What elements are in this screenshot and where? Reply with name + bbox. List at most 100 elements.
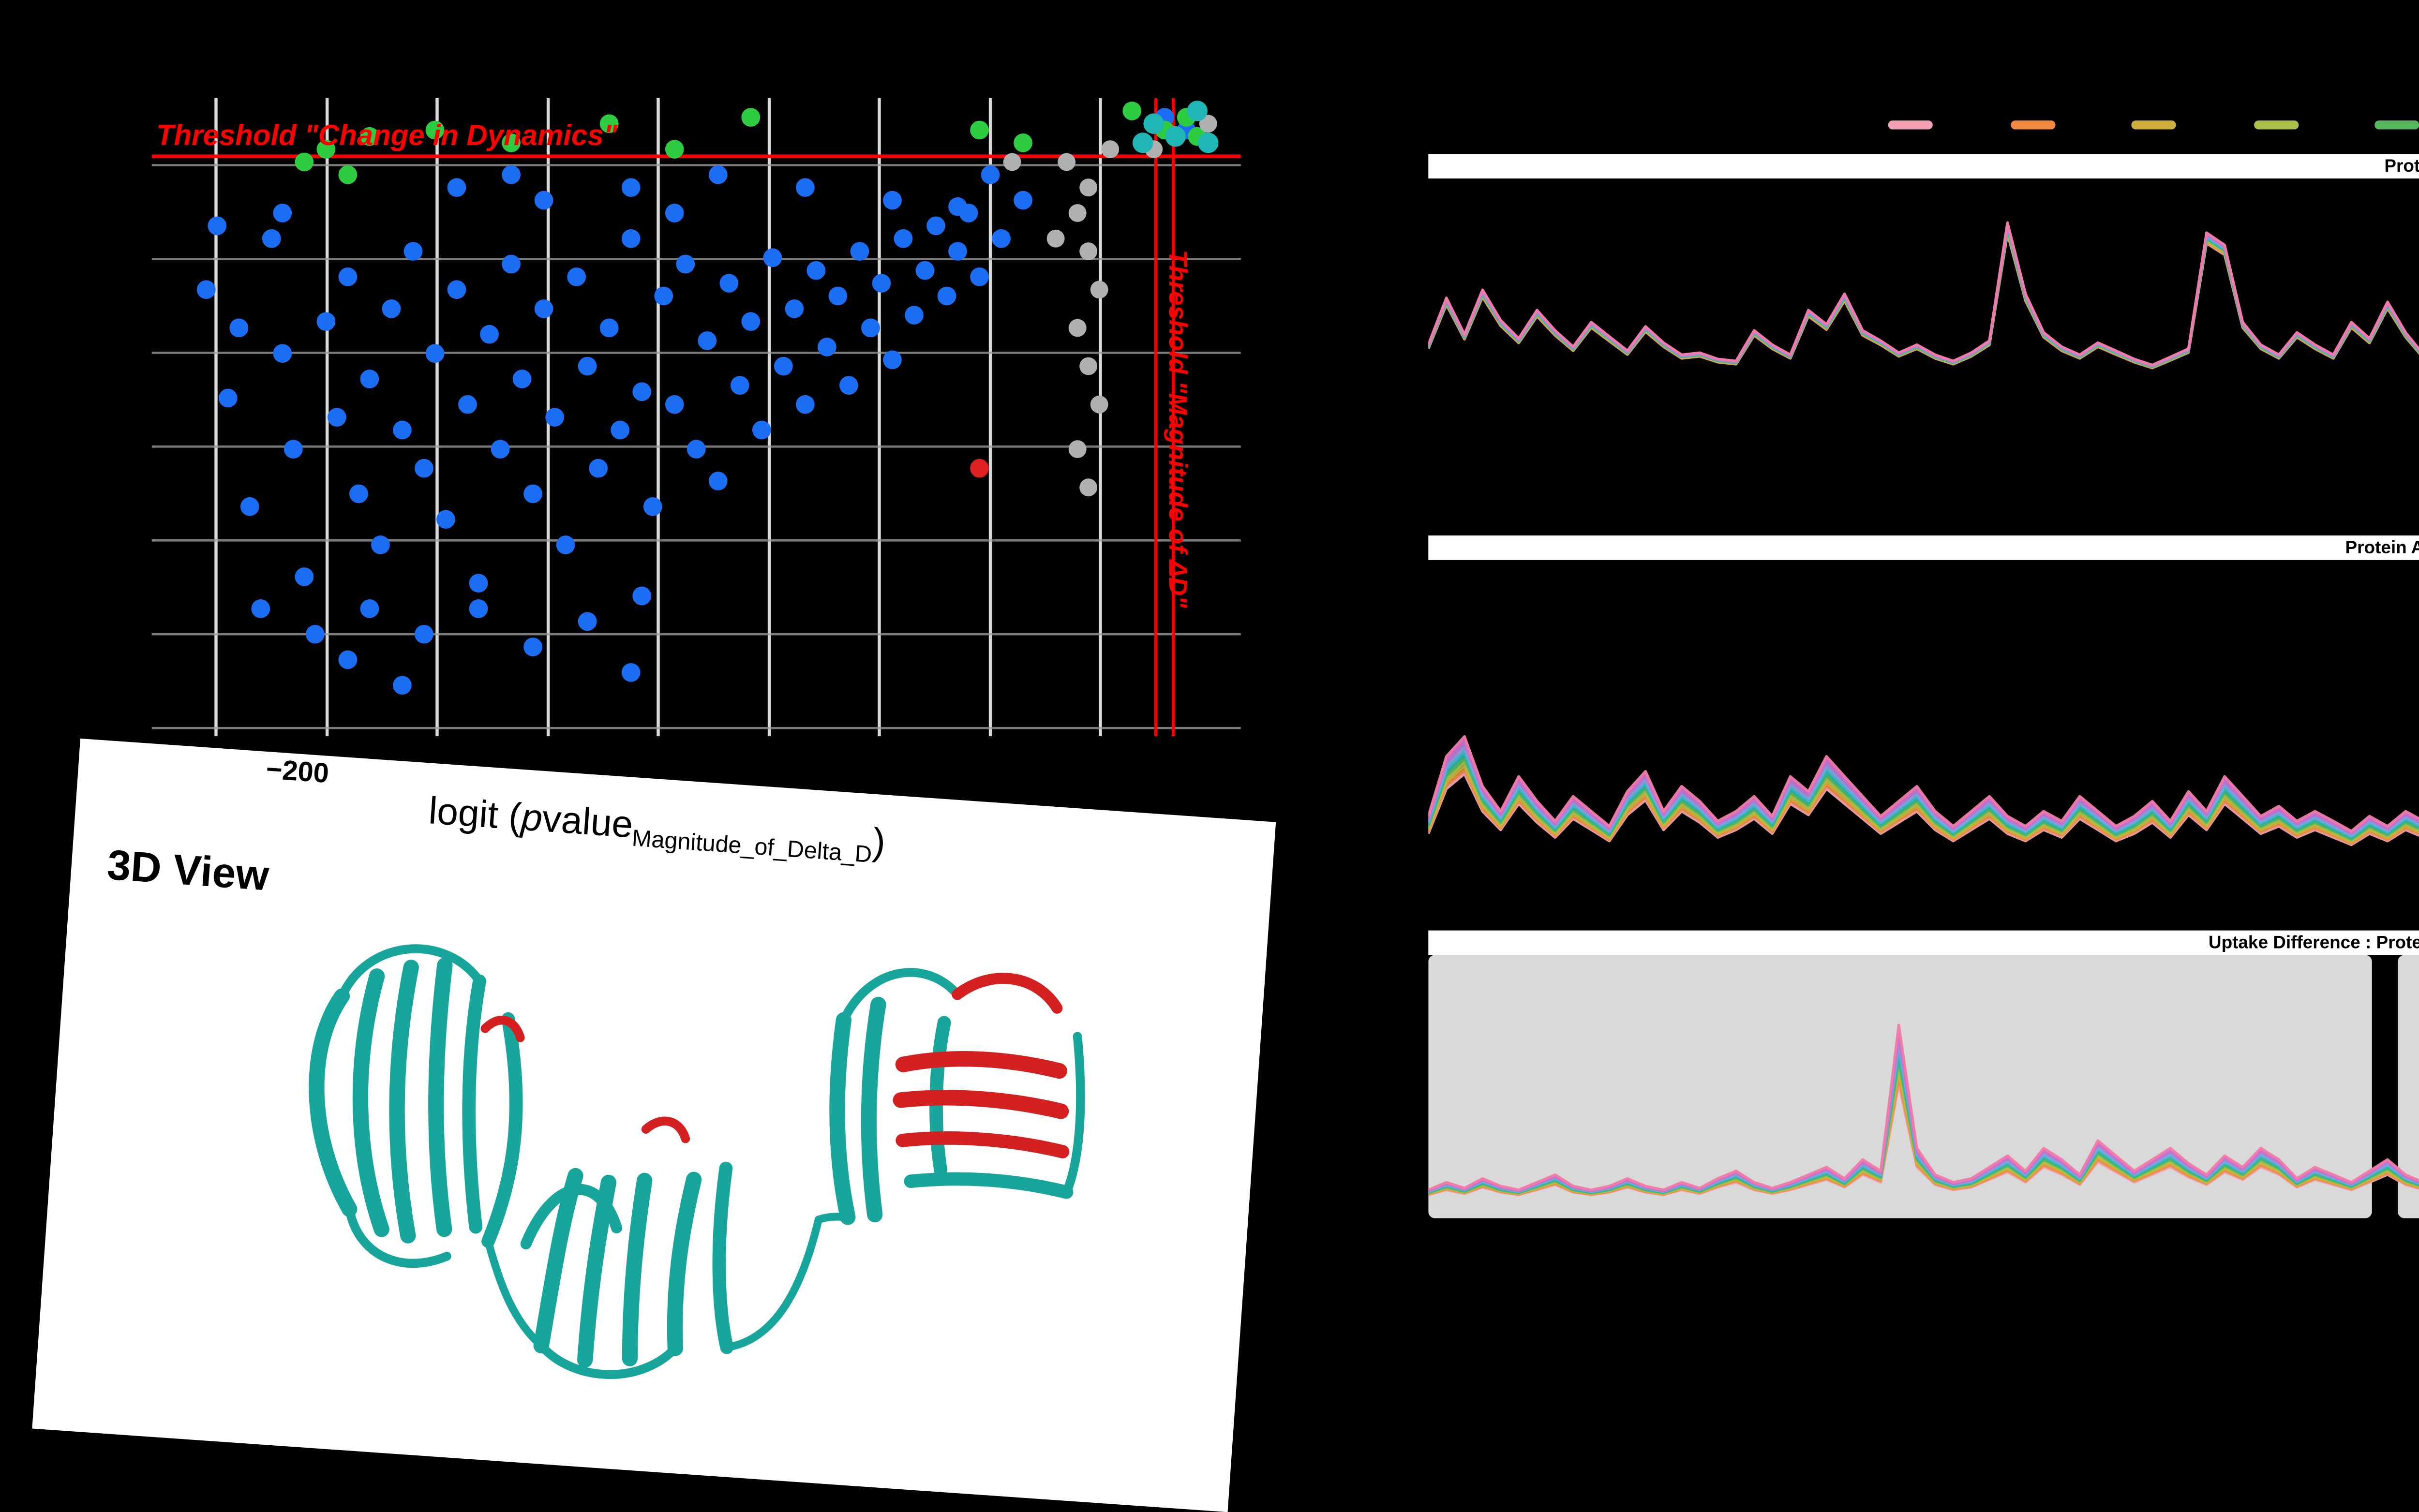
scatter-point-blue[interactable]	[992, 229, 1011, 248]
scatter-point-blue[interactable]	[415, 624, 433, 644]
scatter-point-blue[interactable]	[937, 286, 956, 306]
scatter-point-blue[interactable]	[240, 497, 259, 516]
scatter-point-blue[interactable]	[654, 286, 673, 306]
volcano-plot-canvas[interactable]	[151, 98, 1241, 737]
scatter-point-blue[interactable]	[621, 663, 641, 682]
scatter-point-blue[interactable]	[502, 165, 521, 184]
scatter-point-blue[interactable]	[850, 242, 869, 261]
series-line[interactable]	[1428, 709, 2419, 848]
scatter-point-blue[interactable]	[915, 261, 935, 280]
scatter-point-blue[interactable]	[621, 229, 641, 248]
series-line[interactable]	[1428, 655, 2419, 837]
legend-dash[interactable]	[2010, 120, 2055, 130]
series-line[interactable]	[1428, 661, 2419, 838]
series-line[interactable]	[1428, 226, 2419, 389]
scatter-point-blue[interactable]	[458, 395, 477, 414]
scatter-point-blue[interactable]	[469, 574, 488, 593]
scatter-point-blue[interactable]	[273, 204, 292, 222]
legend-dash[interactable]	[2254, 120, 2299, 130]
scatter-point-teal[interactable]	[1198, 133, 1219, 153]
series-line[interactable]	[1428, 691, 2419, 845]
scatter-point-blue[interactable]	[491, 440, 510, 459]
scatter-point-blue[interactable]	[970, 267, 989, 286]
scatter-point-blue[interactable]	[632, 586, 652, 606]
series-line[interactable]	[1428, 230, 2419, 403]
scatter-point-gray[interactable]	[1079, 178, 1098, 197]
scatter-point-blue[interactable]	[196, 280, 216, 299]
scatter-point-blue[interactable]	[687, 440, 706, 459]
scatter-point-blue[interactable]	[948, 242, 967, 261]
series-line[interactable]	[1428, 225, 2419, 385]
scatter-point-blue[interactable]	[883, 350, 902, 370]
series-line[interactable]	[1428, 229, 2419, 399]
scatter-point-blue[interactable]	[545, 408, 564, 427]
scatter-point-blue[interactable]	[338, 267, 358, 286]
scatter-point-blue[interactable]	[578, 612, 597, 631]
scatter-point-blue[interactable]	[567, 267, 586, 286]
scatter-point-blue[interactable]	[621, 178, 641, 197]
scatter-point-blue[interactable]	[218, 388, 238, 408]
scatter-point-teal[interactable]	[1143, 113, 1164, 134]
scatter-point-gray[interactable]	[1079, 478, 1098, 497]
scatter-point-blue[interactable]	[665, 204, 684, 222]
scatter-point-blue[interactable]	[338, 650, 358, 669]
scatter-point-blue[interactable]	[741, 312, 761, 331]
scatter-point-blue[interactable]	[795, 395, 815, 414]
scatter-point-blue[interactable]	[948, 197, 967, 216]
series-line[interactable]	[1428, 650, 2419, 836]
scatter-point-blue[interactable]	[578, 356, 597, 376]
scatter-point-gray[interactable]	[1046, 229, 1065, 248]
scatter-point-green[interactable]	[970, 120, 989, 140]
scatter-point-gray[interactable]	[1079, 357, 1098, 375]
series-line[interactable]	[1428, 231, 2419, 409]
legend-dash[interactable]	[2375, 120, 2419, 130]
scatter-point-gray[interactable]	[1068, 440, 1087, 459]
scatter-point-blue[interactable]	[328, 408, 346, 427]
scatter-point-red[interactable]	[970, 459, 989, 478]
scatter-point-blue[interactable]	[926, 216, 945, 236]
scatter-point-teal[interactable]	[1165, 126, 1186, 147]
scatter-point-green[interactable]	[741, 108, 761, 127]
scatter-point-blue[interactable]	[818, 338, 836, 356]
scatter-point-blue[interactable]	[208, 216, 227, 236]
scatter-point-green[interactable]	[502, 133, 521, 152]
series-line[interactable]	[1428, 673, 2419, 841]
scatter-point-blue[interactable]	[828, 286, 848, 306]
scatter-point-blue[interactable]	[632, 382, 652, 401]
scatter-point-blue[interactable]	[795, 178, 815, 197]
scatter-point-gray[interactable]	[1058, 153, 1076, 171]
scatter-point-green[interactable]	[360, 127, 379, 146]
scatter-point-blue[interactable]	[534, 299, 553, 318]
scatter-point-blue[interactable]	[447, 280, 466, 299]
scatter-point-blue[interactable]	[839, 376, 858, 395]
series-line[interactable]	[1428, 227, 2419, 394]
scatter-point-gray[interactable]	[1101, 140, 1120, 158]
scatter-point-blue[interactable]	[316, 312, 336, 331]
scatter-point-blue[interactable]	[273, 344, 292, 363]
scatter-point-gray[interactable]	[1079, 242, 1098, 261]
protein-a-ligand-chart-canvas[interactable]	[1428, 560, 2419, 910]
scatter-point-blue[interactable]	[436, 510, 455, 529]
scatter-point-gray[interactable]	[1003, 153, 1021, 171]
scatter-point-blue[interactable]	[403, 242, 423, 261]
scatter-point-blue[interactable]	[556, 535, 575, 554]
scatter-point-blue[interactable]	[382, 299, 401, 318]
scatter-point-blue[interactable]	[894, 229, 913, 248]
scatter-point-blue[interactable]	[262, 229, 281, 248]
scatter-point-blue[interactable]	[523, 637, 542, 656]
scatter-point-blue[interactable]	[393, 420, 412, 440]
scatter-point-blue[interactable]	[1014, 191, 1032, 210]
scatter-point-blue[interactable]	[305, 624, 325, 644]
scatter-point-blue[interactable]	[806, 261, 826, 280]
series-line[interactable]	[1428, 685, 2419, 844]
scatter-point-blue[interactable]	[665, 395, 684, 414]
scatter-point-gray[interactable]	[1199, 115, 1217, 133]
scatter-point-blue[interactable]	[425, 344, 445, 363]
scatter-point-blue[interactable]	[502, 254, 521, 274]
scatter-point-blue[interactable]	[708, 165, 728, 184]
scatter-point-blue[interactable]	[872, 274, 891, 293]
scatter-point-blue[interactable]	[698, 331, 717, 350]
legend-dash[interactable]	[2132, 120, 2177, 130]
scatter-point-blue[interactable]	[676, 254, 695, 274]
scatter-point-blue[interactable]	[251, 599, 270, 618]
